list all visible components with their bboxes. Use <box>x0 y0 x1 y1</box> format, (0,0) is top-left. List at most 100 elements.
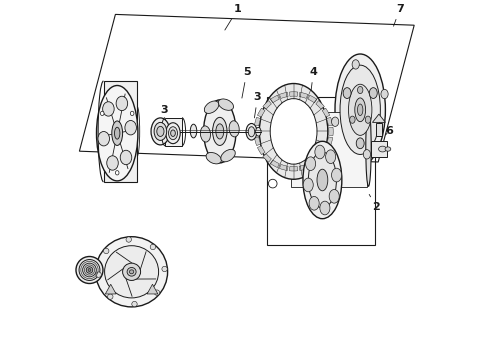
Ellipse shape <box>259 84 328 179</box>
Ellipse shape <box>213 117 227 145</box>
Wedge shape <box>308 95 317 103</box>
Ellipse shape <box>308 152 337 208</box>
Ellipse shape <box>221 149 235 162</box>
Ellipse shape <box>125 121 136 135</box>
Ellipse shape <box>115 127 120 139</box>
Ellipse shape <box>150 244 156 250</box>
Ellipse shape <box>246 123 257 140</box>
Ellipse shape <box>166 123 180 144</box>
Wedge shape <box>254 137 261 145</box>
Text: 4: 4 <box>310 67 318 98</box>
Ellipse shape <box>206 152 221 164</box>
Ellipse shape <box>154 290 160 295</box>
Ellipse shape <box>107 156 118 170</box>
Wedge shape <box>322 146 330 155</box>
Ellipse shape <box>132 301 137 307</box>
Ellipse shape <box>129 270 134 274</box>
Ellipse shape <box>218 99 234 111</box>
Ellipse shape <box>309 197 319 210</box>
Wedge shape <box>279 164 288 171</box>
Ellipse shape <box>358 86 363 94</box>
Ellipse shape <box>200 126 211 142</box>
Ellipse shape <box>369 88 377 98</box>
Wedge shape <box>299 164 308 171</box>
Text: 7: 7 <box>393 4 404 26</box>
Ellipse shape <box>326 150 336 163</box>
Polygon shape <box>371 141 387 157</box>
Ellipse shape <box>151 118 170 145</box>
Ellipse shape <box>204 101 219 113</box>
Ellipse shape <box>315 145 325 159</box>
Polygon shape <box>376 123 382 136</box>
Wedge shape <box>279 92 288 99</box>
Ellipse shape <box>108 294 113 299</box>
Ellipse shape <box>270 99 317 164</box>
Ellipse shape <box>171 130 175 136</box>
Ellipse shape <box>355 98 366 122</box>
Ellipse shape <box>348 84 372 135</box>
Polygon shape <box>105 284 116 294</box>
Wedge shape <box>326 117 333 126</box>
Ellipse shape <box>350 116 355 123</box>
Ellipse shape <box>343 88 351 98</box>
Wedge shape <box>329 127 333 135</box>
Ellipse shape <box>88 269 91 271</box>
Ellipse shape <box>358 104 363 116</box>
Ellipse shape <box>229 121 239 137</box>
Ellipse shape <box>332 168 342 182</box>
Wedge shape <box>254 117 261 126</box>
Wedge shape <box>299 92 308 99</box>
Ellipse shape <box>126 237 131 242</box>
Wedge shape <box>263 101 271 109</box>
Ellipse shape <box>116 96 127 111</box>
Polygon shape <box>372 114 386 122</box>
Ellipse shape <box>162 266 167 272</box>
Ellipse shape <box>340 65 380 154</box>
Ellipse shape <box>248 127 255 137</box>
Ellipse shape <box>127 267 136 276</box>
Text: 3: 3 <box>254 92 261 118</box>
Wedge shape <box>316 154 324 162</box>
Ellipse shape <box>303 141 342 219</box>
Ellipse shape <box>97 85 138 181</box>
Ellipse shape <box>365 116 371 123</box>
Ellipse shape <box>320 201 330 215</box>
Ellipse shape <box>366 109 371 186</box>
Ellipse shape <box>104 246 159 298</box>
Ellipse shape <box>103 248 109 254</box>
Ellipse shape <box>96 272 101 277</box>
Ellipse shape <box>76 256 103 284</box>
Ellipse shape <box>335 54 386 166</box>
Ellipse shape <box>157 126 164 136</box>
Ellipse shape <box>98 131 109 146</box>
Polygon shape <box>165 118 182 146</box>
Ellipse shape <box>317 169 328 191</box>
Wedge shape <box>270 160 279 167</box>
Ellipse shape <box>120 150 132 165</box>
Wedge shape <box>322 108 330 117</box>
Ellipse shape <box>385 147 391 151</box>
Ellipse shape <box>86 267 93 273</box>
Polygon shape <box>147 284 158 294</box>
Ellipse shape <box>116 171 119 175</box>
Ellipse shape <box>169 127 177 140</box>
Text: 1: 1 <box>225 4 242 30</box>
Ellipse shape <box>130 111 134 116</box>
Ellipse shape <box>306 157 316 171</box>
Text: 3: 3 <box>160 105 168 129</box>
Wedge shape <box>326 137 333 145</box>
Wedge shape <box>316 101 324 109</box>
Text: 6: 6 <box>385 126 393 136</box>
Ellipse shape <box>216 124 224 139</box>
Ellipse shape <box>100 111 104 116</box>
Polygon shape <box>291 112 368 187</box>
Ellipse shape <box>256 127 261 136</box>
Wedge shape <box>290 166 298 171</box>
Polygon shape <box>103 81 137 182</box>
Wedge shape <box>290 92 298 96</box>
Ellipse shape <box>381 89 388 99</box>
Ellipse shape <box>79 260 100 280</box>
Ellipse shape <box>83 263 97 277</box>
Wedge shape <box>308 160 317 167</box>
Ellipse shape <box>303 178 313 192</box>
